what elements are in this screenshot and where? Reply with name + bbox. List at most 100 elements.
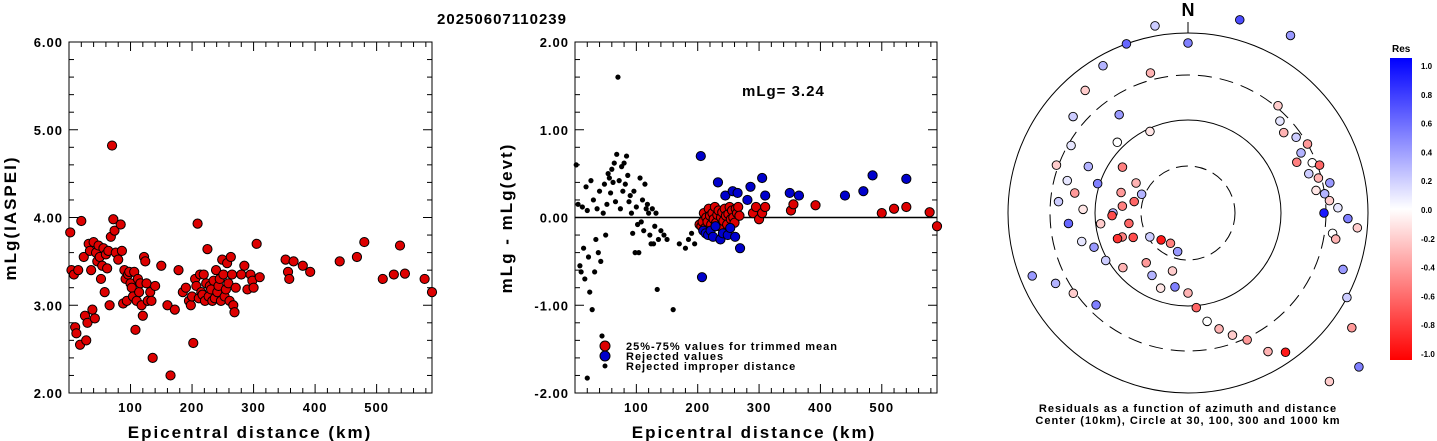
improper-distance-point — [688, 230, 695, 236]
improper-distance-point — [621, 160, 627, 166]
station-residual-point — [1156, 235, 1166, 245]
station-residual-point — [1124, 218, 1134, 229]
station-point — [169, 304, 180, 315]
improper-distance-point — [604, 201, 610, 207]
y-tick-label: 2.00 — [540, 35, 569, 50]
legend-black-marker — [602, 363, 608, 369]
station-residual-point — [1095, 218, 1106, 229]
y-tick-label: -1.00 — [534, 298, 569, 313]
data-points — [65, 140, 438, 381]
improper-distance-point — [587, 289, 593, 295]
station-residual-point — [1117, 162, 1128, 172]
station-point — [876, 208, 887, 219]
improper-distance-point — [622, 181, 628, 187]
improper-distance-point — [603, 232, 609, 238]
improper-distance-point — [578, 269, 584, 275]
improper-distance-point — [634, 221, 641, 228]
station-residual-point — [1343, 213, 1353, 224]
station-point — [419, 273, 430, 285]
data-points — [1027, 15, 1405, 387]
colorbar-label: 0.6 — [1421, 120, 1433, 129]
y-tick-label: 3.00 — [34, 298, 63, 313]
station-residual-point — [1051, 160, 1062, 170]
improper-distance-point — [612, 199, 619, 205]
y-tick-label: 2.00 — [34, 386, 63, 401]
station-point — [137, 310, 148, 321]
rejected-point — [720, 190, 731, 201]
station-residual-point — [1352, 223, 1363, 233]
colorbar-gradient — [1390, 58, 1412, 360]
station-residual-point — [1092, 178, 1103, 189]
station-point — [130, 324, 141, 335]
station-residual-point — [1050, 278, 1061, 289]
rejected-point — [760, 190, 771, 201]
improper-distance-point — [585, 254, 592, 260]
station-residual-point — [1279, 127, 1289, 138]
azimuth-residual-plot: N Residuals as a function of azimuth and… — [1007, 0, 1405, 427]
station-residual-point — [1183, 38, 1193, 48]
improper-distance-point — [625, 172, 631, 178]
station-point — [99, 286, 110, 298]
y-tick-label: 4.00 — [34, 211, 63, 226]
station-point — [254, 272, 265, 283]
improper-distance-point — [647, 232, 653, 238]
improper-distance-point — [649, 206, 655, 212]
tick-marks — [574, 41, 937, 394]
residual-vs-distance-chart: 2.00 1.00 0.00 -1.00 -2.00 100 200 300 400 500 m… — [497, 35, 943, 441]
improper-distance-point — [630, 230, 636, 236]
colorbar-label: 0.2 — [1421, 177, 1433, 186]
rejected-point — [784, 187, 795, 199]
magnitude-annotation: mLg= 3.24 — [742, 83, 825, 100]
colorbar-label: -0.4 — [1421, 264, 1435, 273]
station-point — [225, 251, 236, 263]
improper-distance-point — [590, 197, 597, 203]
station-point — [226, 269, 238, 280]
station-point — [305, 266, 316, 278]
station-residual-point — [1091, 300, 1101, 310]
plot-frame — [68, 41, 433, 394]
station-residual-point — [1296, 148, 1306, 158]
improper-distance-point — [593, 236, 599, 243]
rejected-point — [742, 194, 753, 206]
improper-distance-point — [685, 236, 692, 243]
improper-distance-point — [606, 175, 612, 181]
station-point — [924, 207, 935, 218]
station-residual-point — [1066, 140, 1076, 151]
improper-distance-point — [601, 181, 608, 187]
station-residual-point — [1313, 173, 1324, 183]
x-tick-label: 500 — [364, 400, 389, 415]
improper-distance-point — [615, 74, 621, 80]
station-point — [147, 352, 158, 363]
station-residual-point — [1172, 246, 1183, 257]
improper-distance-point — [692, 241, 698, 247]
y-tick-label: 0.00 — [540, 211, 569, 226]
caption-line-1: Residuals as a function of azimuth and d… — [1039, 403, 1337, 415]
station-point — [394, 240, 406, 251]
improper-distance-point — [636, 250, 642, 256]
improper-distance-point — [644, 201, 651, 207]
caption-line-2: Center (10km), Circle at 30, 100, 300 an… — [1035, 415, 1340, 427]
improper-distance-point — [609, 166, 615, 172]
station-residual-point — [1136, 189, 1147, 200]
station-point — [89, 313, 100, 324]
improper-distance-point — [607, 190, 614, 196]
colorbar-label: 0.8 — [1421, 91, 1433, 100]
magnitude-vs-distance-chart: 6.00 5.00 4.00 3.00 2.00 100 200 300 400 500 Epi… — [1, 35, 438, 441]
station-residual-point — [1330, 234, 1341, 244]
station-residual-point — [1128, 232, 1138, 243]
improper-distance-point — [611, 160, 617, 166]
x-axis-title: Epicentral distance (km) — [128, 423, 373, 441]
x-tick-label: 300 — [747, 400, 772, 415]
station-residual-point — [1167, 266, 1178, 276]
rejected-point — [839, 190, 851, 201]
y-tick-label: 1.00 — [540, 123, 569, 138]
station-residual-point — [1214, 324, 1224, 334]
station-residual-point — [1027, 271, 1037, 281]
improper-distance-point — [599, 333, 605, 339]
station-point — [288, 256, 299, 267]
station-residual-point — [1078, 204, 1088, 215]
improper-distance-point — [610, 179, 616, 185]
improper-distance-point — [631, 188, 637, 194]
data-points — [573, 74, 943, 381]
rejected-point — [858, 186, 869, 197]
